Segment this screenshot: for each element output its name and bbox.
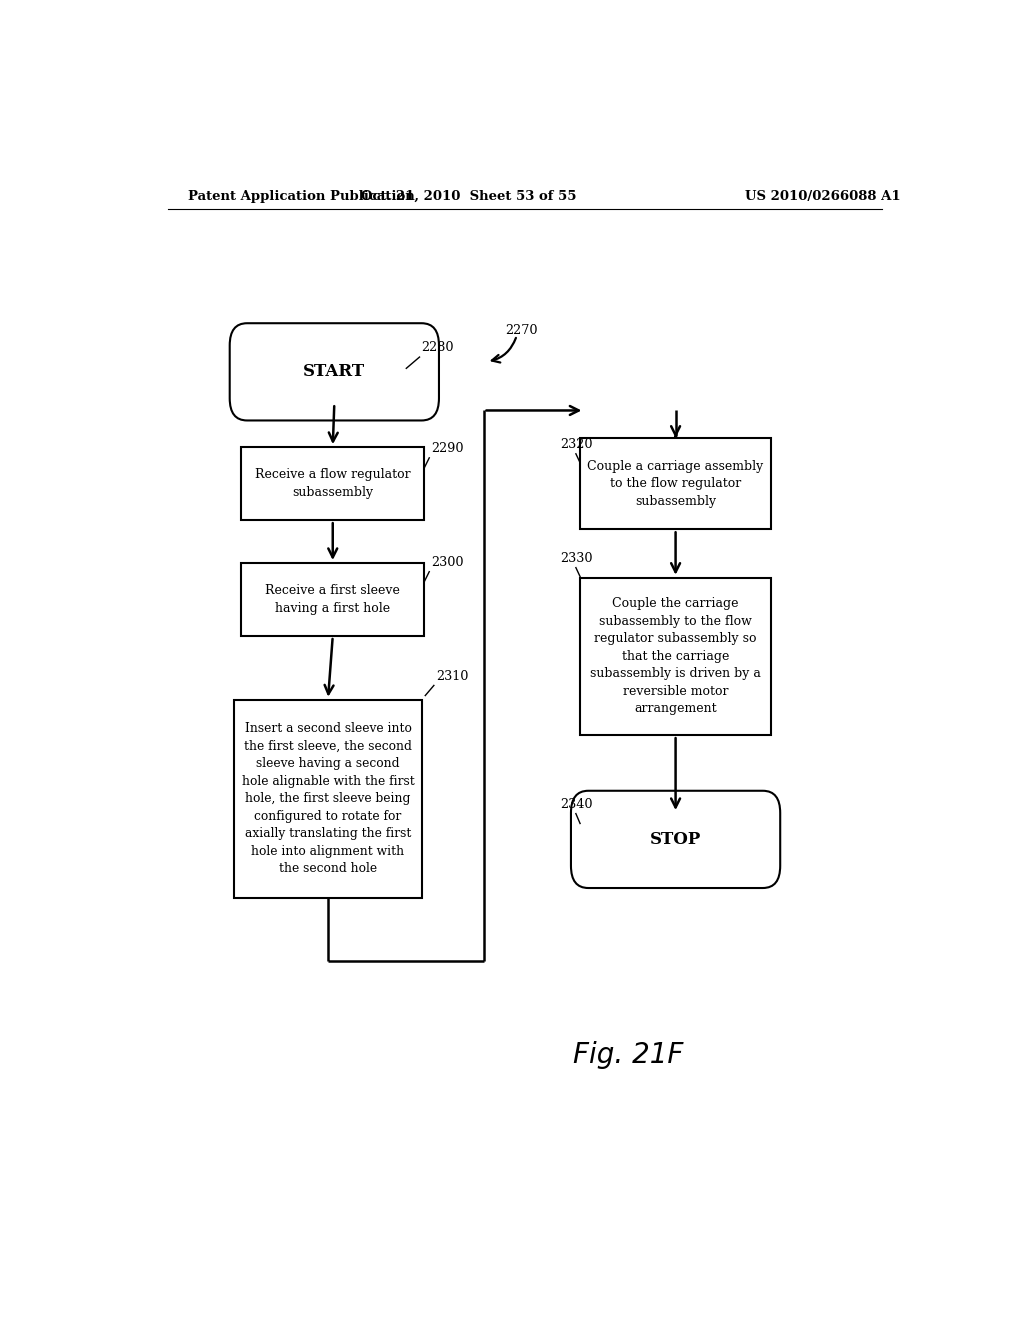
Text: Receive a first sleeve
having a first hole: Receive a first sleeve having a first ho… — [265, 585, 400, 615]
Text: 2310: 2310 — [436, 669, 468, 682]
FancyBboxPatch shape — [229, 323, 439, 421]
Text: 2320: 2320 — [560, 438, 592, 451]
Text: STOP: STOP — [650, 830, 701, 847]
Text: Oct. 21, 2010  Sheet 53 of 55: Oct. 21, 2010 Sheet 53 of 55 — [361, 190, 577, 202]
Text: Fig. 21F: Fig. 21F — [572, 1041, 683, 1069]
Bar — [581, 578, 771, 735]
Text: 2340: 2340 — [560, 797, 592, 810]
Text: 2300: 2300 — [431, 556, 464, 569]
Bar — [242, 447, 424, 520]
Text: Receive a flow regulator
subassembly: Receive a flow regulator subassembly — [255, 469, 411, 499]
Bar — [581, 438, 771, 529]
Text: Couple the carriage
subassembly to the flow
regulator subassembly so
that the ca: Couple the carriage subassembly to the f… — [590, 598, 761, 715]
Text: US 2010/0266088 A1: US 2010/0266088 A1 — [744, 190, 900, 202]
Text: Couple a carriage assembly
to the flow regulator
subassembly: Couple a carriage assembly to the flow r… — [588, 459, 764, 508]
Text: 2270: 2270 — [505, 325, 538, 338]
Text: START: START — [303, 363, 366, 380]
Bar — [233, 700, 423, 898]
Text: 2290: 2290 — [431, 442, 464, 455]
Text: Insert a second sleeve into
the first sleeve, the second
sleeve having a second
: Insert a second sleeve into the first sl… — [242, 722, 415, 875]
Text: Patent Application Publication: Patent Application Publication — [187, 190, 415, 202]
Text: 2330: 2330 — [560, 552, 592, 565]
Bar — [242, 562, 424, 636]
Text: 2280: 2280 — [422, 341, 454, 354]
FancyBboxPatch shape — [571, 791, 780, 888]
